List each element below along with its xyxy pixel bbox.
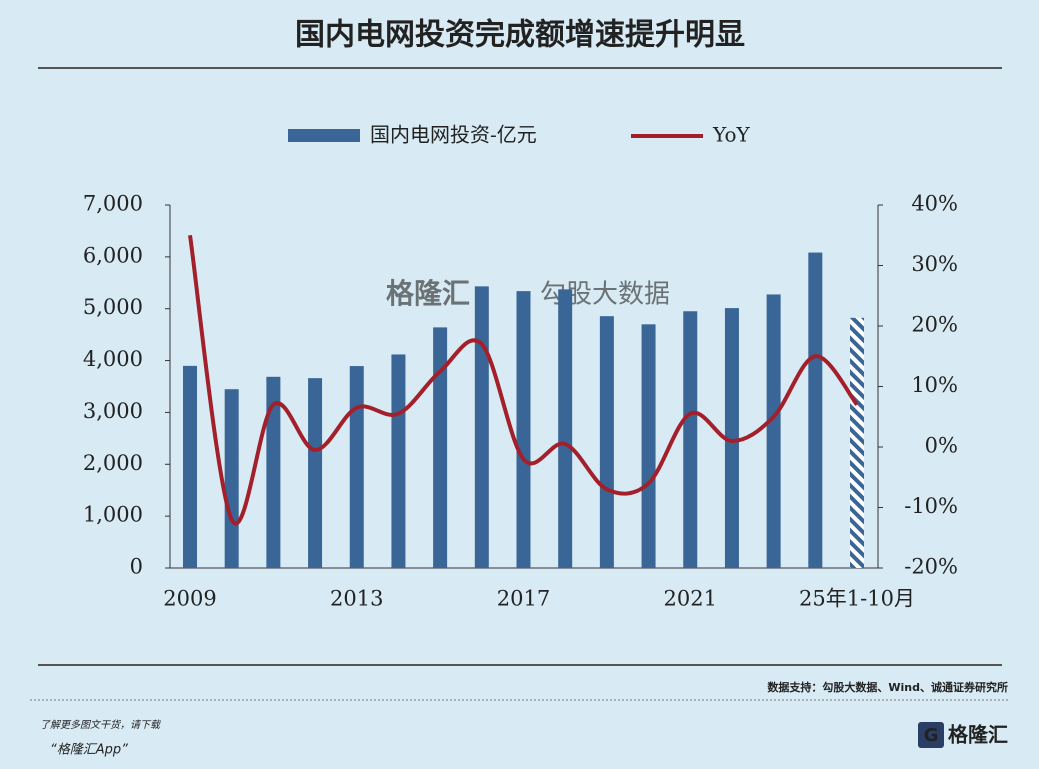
y2-tick-label: 20% — [911, 313, 958, 337]
x-tick-label: 2021 — [664, 587, 717, 611]
y-tick-label: 3,000 — [83, 399, 143, 423]
y2-tick-label: 30% — [911, 252, 958, 276]
bar — [433, 327, 448, 568]
bar — [308, 378, 323, 568]
y2-tick-label: -20% — [904, 555, 958, 579]
footer-text: 了解更多图文干货，请下载 — [40, 719, 162, 731]
yoy-line — [188, 234, 859, 526]
x-tick-label: 2017 — [497, 587, 550, 611]
bar — [474, 286, 489, 568]
y-tick-label: 0 — [130, 555, 143, 579]
bar — [183, 365, 197, 568]
y2-tick-label: -10% — [904, 494, 958, 518]
y-tick-label: 7,000 — [83, 192, 143, 216]
bar — [516, 291, 531, 568]
bar — [724, 308, 739, 568]
bar — [641, 324, 656, 568]
x-tick-label: 25年1-10月 — [799, 587, 915, 611]
x-tick-label: 2013 — [330, 587, 383, 611]
y2-tick-label: 10% — [911, 373, 958, 397]
y2-tick-label: 0% — [925, 434, 958, 458]
x-tick-label: 2009 — [163, 587, 216, 611]
footer-app: “格隆汇App” — [50, 743, 128, 758]
watermark: 格隆汇 — [386, 277, 470, 310]
logo-letter: G — [924, 725, 939, 746]
legend-swatch — [288, 129, 360, 142]
bar — [558, 289, 573, 568]
y2-tick-label: 40% — [911, 192, 958, 216]
y-tick-label: 1,000 — [83, 503, 143, 527]
title: 国内电网投资完成额增速提升明显 — [295, 18, 745, 53]
legend-label: 国内电网投资-亿元 — [370, 123, 537, 147]
bar — [850, 317, 864, 568]
bar — [224, 389, 239, 568]
y-tick-label: 6,000 — [83, 243, 143, 267]
bar — [683, 311, 698, 568]
logo: 格隆汇 — [948, 723, 1008, 747]
y-tick-label: 4,000 — [83, 347, 143, 371]
chart: 0 1,000 2,000 3,000 4,000 5,000 6,000 7,000 -20%… — [83, 123, 958, 611]
bar — [391, 354, 406, 568]
legend-label: YoY — [712, 123, 751, 147]
bar — [349, 366, 364, 568]
source: 数据支持：勾股大数据、Wind、诚通证券研究所 — [767, 680, 1008, 694]
bar — [599, 316, 614, 568]
bar — [766, 294, 781, 568]
logo-icon — [918, 722, 944, 748]
bar — [266, 376, 281, 568]
y-tick-label: 5,000 — [83, 295, 143, 319]
y-tick-label: 2,000 — [83, 451, 143, 475]
bar — [808, 252, 823, 569]
